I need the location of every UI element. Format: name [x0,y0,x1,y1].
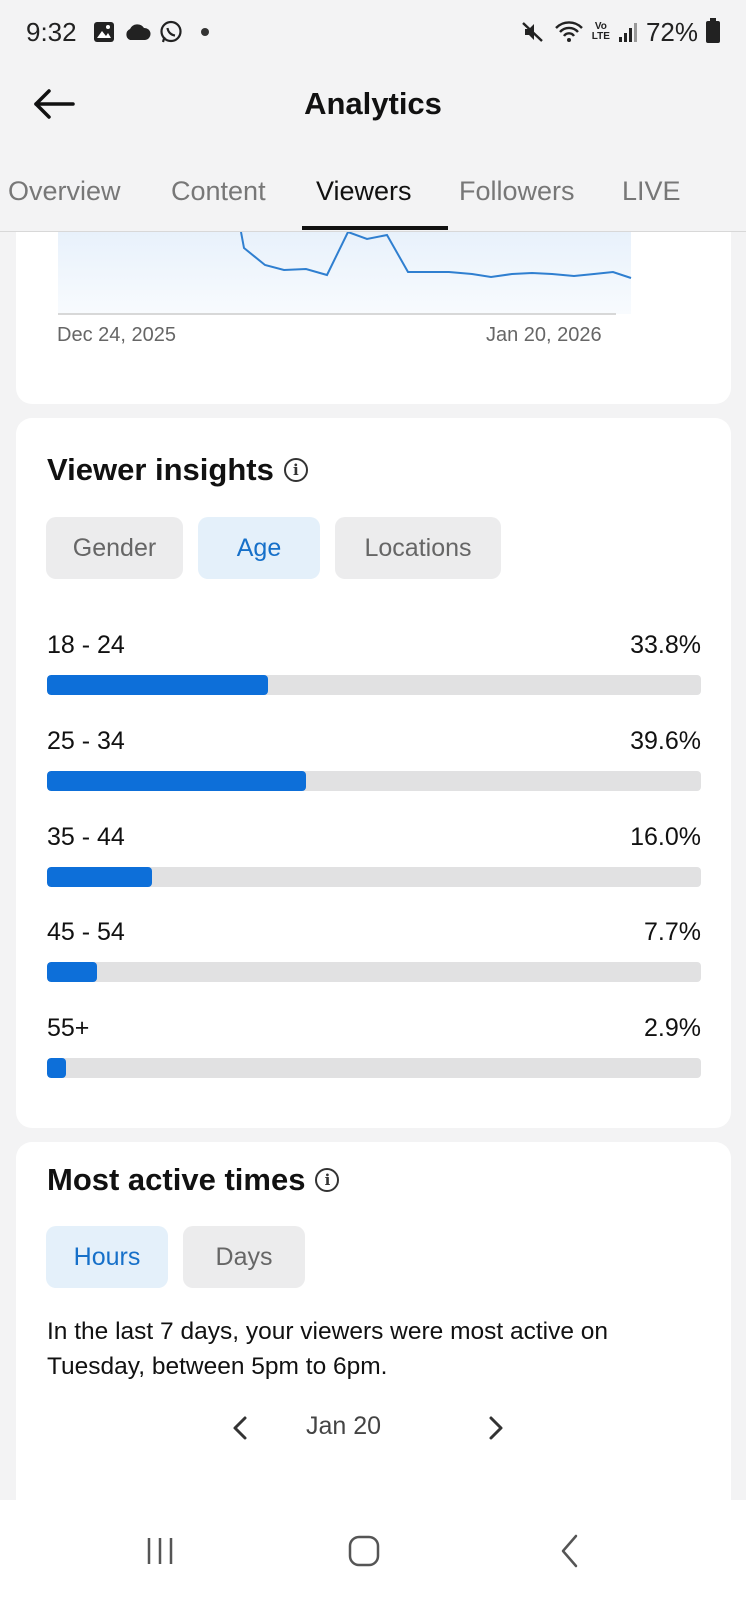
active-times-summary: In the last 7 days, your viewers were mo… [47,1318,609,1380]
age-percent: 7.7% [644,918,701,946]
status-bar-left: 9:32 [26,17,209,48]
wifi-icon [554,19,584,45]
age-bar-fill [47,962,98,982]
most-active-times-title: Most active times [47,1162,306,1197]
age-percent: 16.0% [630,823,701,851]
viewer-insights-card: Viewer insights i Gender Age Locations 1… [16,418,731,1128]
page-title: Analytics [304,86,442,121]
age-bar-track [47,771,701,791]
age-percent: 2.9% [644,1014,701,1042]
active-tab-indicator [302,226,448,230]
tab-viewers[interactable]: Viewers [316,176,412,206]
tab-content[interactable]: Content [171,176,266,206]
selected-date: Jan 20 [306,1412,382,1440]
age-bar-fill [47,675,269,695]
age-bar-track [47,1058,701,1078]
date-navigator: Jan 20 [16,1404,731,1454]
info-icon[interactable]: i [315,1168,340,1192]
age-range-label: 25 - 34 [47,727,125,755]
trend-chart-card: Dec 24, 2025 Jan 20, 2026 [16,232,731,404]
gallery-icon [93,19,115,45]
trend-chart [58,232,632,315]
age-bar-fill [47,867,152,887]
age-bar-fill [47,771,306,791]
signal-icon [618,19,638,45]
age-percent: 39.6% [630,727,701,755]
filter-days[interactable]: Days [183,1226,305,1288]
status-bar: 9:32 Vo LTE 72% [0,0,746,64]
filter-gender[interactable]: Gender [46,517,183,579]
viewer-insights-heading: Viewer insights i [47,452,308,488]
system-back-button[interactable] [540,1526,600,1576]
tab-followers[interactable]: Followers [459,176,575,206]
battery-percent: 72% [645,16,698,47]
home-icon [348,1535,380,1567]
age-row: 18 - 24 33.8% [47,631,701,711]
filter-locations[interactable]: Locations [335,517,501,579]
status-bar-right: Vo LTE 72% [520,17,720,48]
notification-dot [200,28,209,36]
filter-hours[interactable]: Hours [46,1226,168,1288]
volte-top-text: Vo [594,21,607,32]
system-nav-bar [0,1500,746,1600]
volte-bottom-text: LTE [591,31,610,42]
tab-live[interactable]: LIVE [622,176,681,206]
status-time: 9:32 [26,16,77,47]
back-arrow-icon [34,89,75,119]
most-active-times-heading: Most active times i [47,1162,340,1198]
age-range-label: 35 - 44 [47,823,125,851]
viewer-insights-title: Viewer insights [47,452,274,487]
app-header: Analytics [0,64,746,144]
age-range-label: 45 - 54 [47,918,125,946]
chart-x-start-label: Dec 24, 2025 [57,324,176,346]
tab-overview[interactable]: Overview [8,176,121,206]
cloud-icon [123,19,151,45]
info-icon[interactable]: i [283,458,308,482]
age-row: 45 - 54 7.7% [47,918,701,998]
age-bar-track [47,675,701,695]
age-row: 55+ 2.9% [47,1014,701,1094]
battery-icon [706,18,720,43]
back-button[interactable] [30,82,78,126]
age-range-label: 18 - 24 [47,631,125,659]
chevron-right-icon [489,1416,503,1440]
age-row: 35 - 44 16.0% [47,823,701,903]
back-chevron-icon [561,1534,578,1568]
filter-age[interactable]: Age [198,517,320,579]
volte-icon: Vo LTE [592,19,610,45]
analytics-tabs: Overview Content Viewers Followers LIVE [0,160,746,232]
previous-date-button[interactable] [220,1408,260,1448]
age-percent: 33.8% [630,631,701,659]
age-bar-track [47,867,701,887]
trend-line [240,232,632,279]
age-bar-fill [47,1058,66,1078]
home-button[interactable] [334,1526,394,1576]
recent-apps-button[interactable] [130,1526,190,1576]
chevron-left-icon [233,1416,247,1440]
next-date-button[interactable] [476,1408,516,1448]
whatsapp-icon [159,19,183,45]
age-range-label: 55+ [47,1014,90,1042]
mute-icon [520,19,546,45]
chart-x-end-label: Jan 20, 2026 [486,324,602,346]
age-row: 25 - 34 39.6% [47,727,701,807]
age-bar-track [47,962,701,982]
recent-apps-icon [147,1538,173,1564]
